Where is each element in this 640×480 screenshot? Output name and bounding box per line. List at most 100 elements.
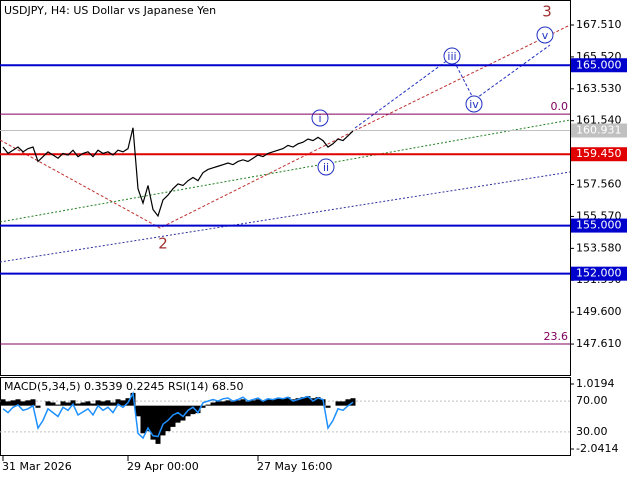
macd-bar [285, 397, 291, 406]
macd-bar [15, 399, 21, 406]
macd-bar [290, 399, 296, 406]
macd-bar [60, 401, 66, 406]
macd-bar [140, 405, 146, 434]
x-tick-label: 31 Mar 2026 [2, 460, 72, 473]
macd-bar [215, 401, 221, 406]
macd-bar [235, 400, 241, 406]
y-tick-label: 147.610 [576, 337, 622, 350]
wave-circle [443, 47, 461, 65]
macd-bar [200, 405, 206, 408]
main-frame [0, 0, 571, 376]
macd-bar [350, 398, 356, 406]
macd-bar [115, 399, 121, 406]
macd-bar [105, 400, 111, 406]
macd-bar [225, 400, 231, 406]
y-tick-label: 1.0194 [576, 377, 615, 390]
macd-bar [145, 405, 151, 432]
macd-bar [100, 401, 106, 406]
wave-line [354, 44, 551, 129]
trend-line [0, 171, 571, 263]
macd-bar [250, 400, 256, 406]
y-tick-label: -2.0414 [576, 442, 618, 455]
macd-bar [135, 405, 141, 417]
wave-circle [465, 95, 483, 113]
macd-bar [190, 405, 196, 415]
level-label: 165.000 [576, 58, 622, 71]
wave-label: ii [323, 161, 329, 174]
macd-bar [175, 405, 181, 423]
rsi-line [2, 390, 354, 440]
macd-bar [325, 405, 331, 408]
level-box [571, 147, 627, 162]
macd-bar [240, 399, 246, 406]
macd-bar [20, 401, 26, 406]
macd-bar [85, 401, 91, 406]
macd-bar [300, 397, 306, 406]
y-tick-label: 153.580 [576, 241, 622, 254]
y-tick-label: 70.00 [576, 394, 608, 407]
y-tick-label: 161.540 [576, 114, 622, 127]
wave-label: 2 [158, 235, 168, 253]
level-box [571, 266, 627, 281]
macd-bar [90, 403, 96, 406]
indicator-label: MACD(5,34,5) 0.3539 0.2245 RSI(14) 68.50 [4, 380, 243, 393]
macd-bar [45, 401, 51, 406]
wave-circle [536, 26, 554, 44]
wave-label: v [542, 29, 549, 42]
macd-bar [170, 405, 176, 427]
price-line [2, 127, 354, 218]
level-label: 159.450 [576, 147, 622, 160]
macd-bar [345, 399, 351, 406]
y-tick-label: 163.530 [576, 82, 622, 95]
macd-bar [230, 401, 236, 406]
level-label: 152.000 [576, 267, 622, 280]
level-box [571, 58, 627, 73]
macd-bar [280, 398, 286, 406]
y-tick-label: 167.510 [576, 18, 622, 31]
macd-bar [165, 405, 171, 432]
macd-bar [275, 398, 281, 406]
wave-circle [317, 158, 335, 176]
macd-bar [65, 402, 71, 406]
fib-label: 23.6 [544, 330, 569, 343]
macd-bar [295, 398, 301, 406]
macd-bar [35, 405, 41, 408]
chart-title: USDJPY, H4: US Dollar vs Japanese Yen [4, 4, 216, 17]
macd-bar [265, 399, 271, 406]
macd-bar [95, 400, 101, 406]
y-tick-label: 30.00 [576, 425, 608, 438]
y-tick-label: 157.560 [576, 178, 622, 191]
macd-bar [80, 402, 86, 406]
macd-bar [110, 402, 116, 406]
level-box [571, 218, 627, 233]
sub-frame [0, 377, 571, 456]
macd-bar [315, 397, 321, 406]
trend-line [0, 119, 571, 223]
wave-label: i [318, 112, 321, 125]
macd-bar [210, 402, 216, 406]
current-price-label: 160.931 [576, 123, 622, 136]
x-tick-label: 29 Apr 00:00 [127, 460, 199, 473]
trend-lines [0, 24, 571, 263]
macd-bar [245, 401, 251, 406]
level-label: 155.000 [576, 219, 622, 232]
wave-circles [311, 26, 554, 176]
y-tick-label: 149.600 [576, 305, 622, 318]
macd-bar [255, 399, 261, 406]
macd-bar [150, 405, 156, 440]
macd-bar [340, 401, 346, 406]
macd-bar [120, 400, 126, 406]
wave-label: iii [447, 50, 456, 63]
macd-bar [305, 396, 311, 406]
macd-bar [195, 405, 201, 414]
macd-bar [55, 404, 61, 406]
macd-bar [220, 401, 226, 406]
x-tick-label: 27 May 16:00 [257, 460, 332, 473]
fib-label: 0.0 [551, 100, 569, 113]
macd-bar [205, 404, 211, 406]
macd-bar [10, 400, 16, 406]
macd-bar [5, 401, 11, 406]
macd-bar [155, 405, 161, 444]
wave-label: iv [469, 98, 479, 111]
